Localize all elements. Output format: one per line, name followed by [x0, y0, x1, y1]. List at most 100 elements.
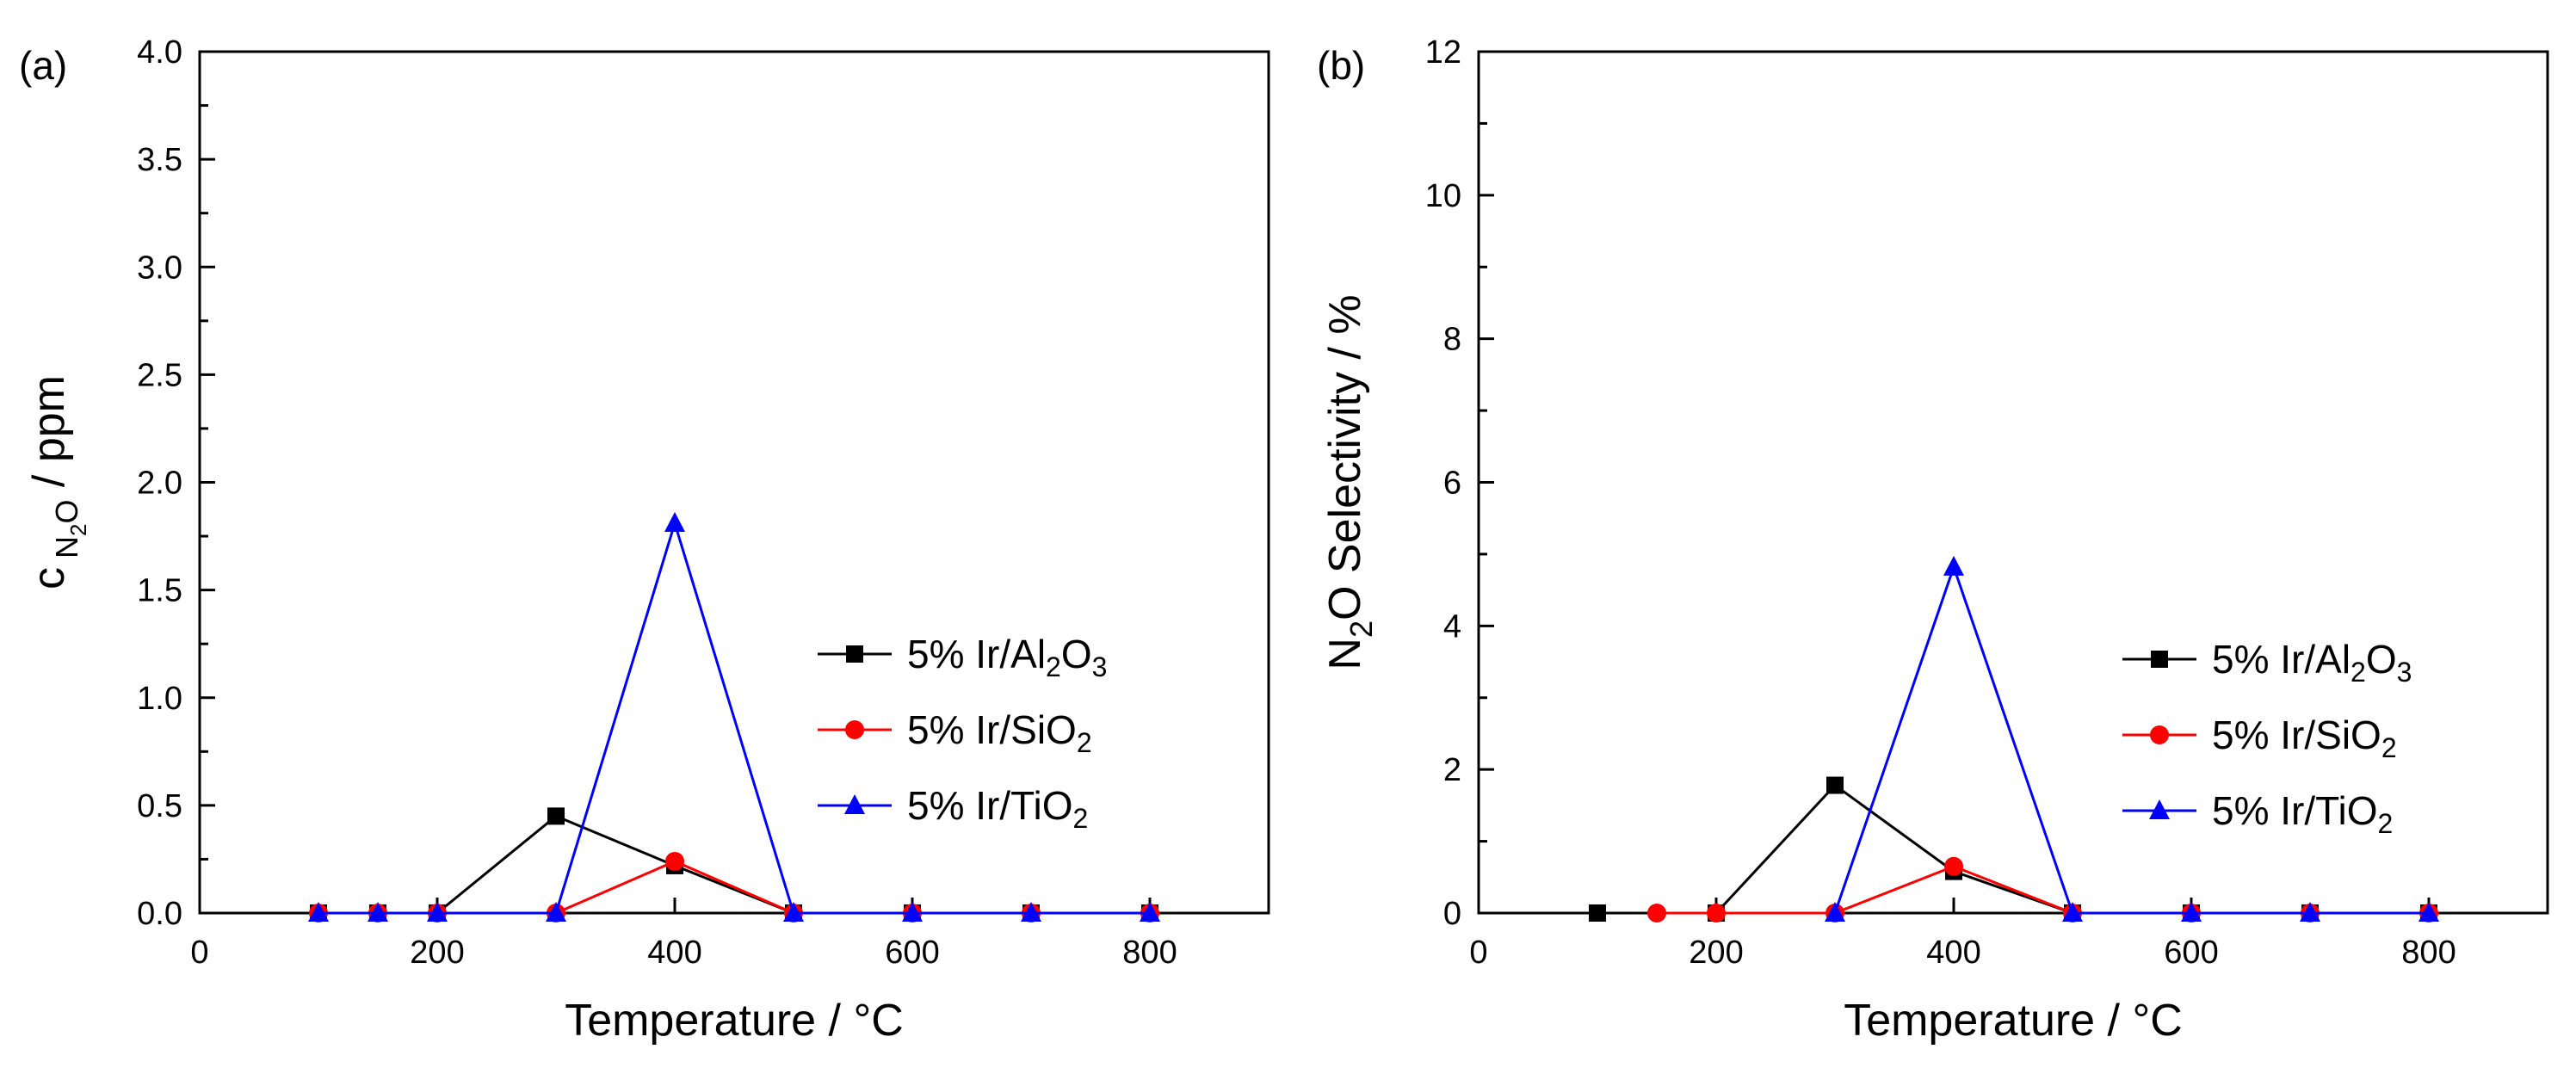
data-point: [1647, 904, 1666, 923]
data-point: [665, 851, 684, 871]
y-label-part: N: [1320, 638, 1370, 670]
x-tick-label: 600: [885, 935, 939, 971]
data-point: [368, 902, 388, 922]
legend-label: 5% Ir/Al2O3: [2212, 637, 2412, 688]
legend-marker: [2151, 651, 2168, 668]
plot-frame: [1477, 50, 2549, 915]
data-point: [308, 902, 329, 922]
legend-sub: 3: [1092, 651, 1108, 682]
legend-label: 5% Ir/Al2O3: [907, 632, 1107, 682]
legend-text: 5% Ir/TiO: [2212, 788, 2378, 833]
legend-sub: 2: [2378, 808, 2394, 839]
x-tick-label: 800: [1122, 935, 1177, 971]
panel-b: 0 200 400 600 800 0 2 4 6 8 10 12 (b) Temperature / °…: [1317, 34, 2549, 1046]
legend-marker: [845, 720, 864, 739]
legend-text: O: [2366, 637, 2397, 682]
x-tick-label: 800: [2401, 935, 2456, 971]
data-point: [2300, 902, 2320, 922]
y-tick-label: 3.0: [137, 250, 182, 286]
x-tick-label: 400: [1926, 935, 1980, 971]
x-tick-label: 0: [1469, 935, 1487, 971]
y-label-sub: N: [49, 536, 84, 567]
legend-sub: 2: [2351, 657, 2366, 688]
legend-label: 5% Ir/SiO2: [907, 707, 1092, 758]
data-point: [1943, 555, 1964, 576]
plot-frame: [198, 50, 1270, 915]
x-tick-label: 400: [647, 935, 701, 971]
legend-item-sio2: 5% Ir/SiO2: [818, 707, 1092, 758]
legend-marker: [2150, 725, 2169, 744]
legend-item-al2o3: 5% Ir/Al2O3: [2122, 637, 2412, 688]
legend-sub: 2: [1077, 727, 1092, 758]
data-point: [546, 902, 566, 922]
y-label-subsub: 2: [65, 524, 91, 536]
x-tick-label: 600: [2164, 935, 2218, 971]
data-point: [547, 807, 565, 825]
series-tio2: [1825, 555, 2439, 922]
legend-item-tio2: 5% Ir/TiO2: [2122, 788, 2393, 839]
y-tick-label: 2.5: [137, 357, 182, 393]
y-tick-label: 8: [1443, 322, 1461, 358]
x-tick-label: 200: [1689, 935, 1743, 971]
y-tick-label: 2.0: [137, 466, 182, 502]
series-tio2: [308, 512, 1160, 922]
legend-text: 5% Ir/Al: [2212, 637, 2351, 682]
legend-text: 5% Ir/SiO: [907, 707, 1077, 752]
y-tick-label: 12: [1425, 34, 1461, 71]
y-tick-label: 4.0: [137, 34, 182, 71]
legend-item-tio2: 5% Ir/TiO2: [818, 783, 1088, 834]
y-label-sub: 2: [1344, 620, 1379, 638]
data-point: [783, 902, 804, 922]
x-tick-label: 0: [190, 935, 208, 971]
data-point: [1021, 902, 1041, 922]
y-tick-label: 0.5: [137, 788, 182, 824]
y-label-part: c: [24, 567, 74, 589]
panel-label: (b): [1317, 43, 1365, 88]
legend-marker: [846, 645, 863, 663]
legend-item-sio2: 5% Ir/SiO2: [2122, 713, 2397, 763]
panel-label: (a): [19, 43, 67, 88]
data-point: [1707, 904, 1726, 923]
data-point: [902, 902, 923, 922]
y-tick-label: 4: [1443, 608, 1461, 645]
data-point: [1944, 856, 1963, 876]
y-label-part: / ppm: [24, 375, 74, 500]
series-line: [318, 814, 1150, 915]
y-axis-label: N2O Selectivity / %: [1320, 294, 1379, 670]
panel-a: 0 200 400 600 800 0.0 0.5 1.0 1.5 2.0 2.5 3.0 3.5 4.0…: [19, 34, 1270, 1046]
y-tick-label: 1.5: [137, 573, 182, 609]
y-tick-label: 2: [1443, 752, 1461, 788]
legend-label: 5% Ir/SiO2: [2212, 713, 2397, 763]
y-axis-label: c N2O / ppm: [24, 375, 91, 589]
legend-item-al2o3: 5% Ir/Al2O3: [818, 632, 1107, 682]
legend-sub: 2: [1046, 651, 1061, 682]
series-line: [1833, 563, 2429, 915]
data-point: [1140, 902, 1160, 922]
y-tick-label: 6: [1443, 466, 1461, 502]
y-tick-label: 0.0: [137, 896, 182, 932]
data-point: [1825, 902, 1845, 922]
x-axis-label: Temperature / °C: [1844, 996, 2183, 1046]
y-tick-label: 0: [1443, 896, 1461, 932]
y-tick-label: 3.5: [137, 142, 182, 178]
y-label-part: O Selectivity / %: [1320, 294, 1370, 620]
legend-marker: [2149, 799, 2170, 819]
data-point: [664, 512, 685, 533]
x-axis-label: Temperature / °C: [565, 996, 904, 1046]
legend-text: O: [1061, 632, 1092, 676]
y-tick-label: 10: [1425, 178, 1461, 214]
legend-text: 5% Ir/TiO: [907, 783, 1073, 828]
legend-sub: 3: [2397, 657, 2412, 688]
data-point: [1826, 776, 1844, 794]
legend-sub: 2: [2381, 732, 2397, 763]
y-label-sub: O: [49, 500, 84, 524]
data-point: [1589, 904, 1606, 922]
legend-label: 5% Ir/TiO2: [907, 783, 1088, 834]
legend-marker: [844, 794, 865, 814]
data-point: [2181, 902, 2202, 922]
x-tick-label: 200: [410, 935, 464, 971]
y-tick-label: 1.0: [137, 681, 182, 717]
data-point: [2418, 902, 2439, 922]
